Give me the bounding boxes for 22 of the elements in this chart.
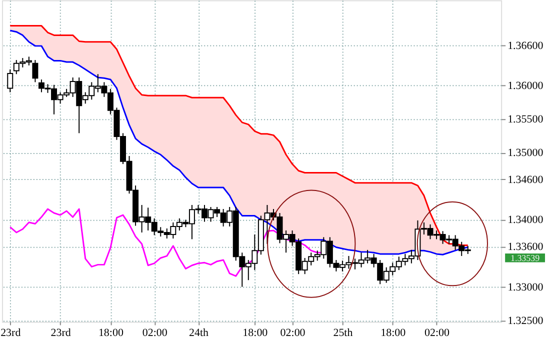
y-tick-label: 1.34000 xyxy=(508,214,544,226)
y-tick-label: 1.36600 xyxy=(508,40,544,52)
candlestick xyxy=(7,68,14,93)
y-tick-label: 1.35500 xyxy=(508,114,544,126)
text: 1.33539 xyxy=(510,252,540,263)
x-tick-label: 23rd xyxy=(50,327,72,340)
y-tick-label: 1.32500 xyxy=(508,314,544,327)
x-tick-label: 02:00 xyxy=(424,327,450,340)
x-tick-label: 23rd xyxy=(0,327,22,340)
x-tick-label: 18:00 xyxy=(242,327,268,340)
y-tick-label: 1.33600 xyxy=(508,241,544,254)
y-tick-label: 1.36000 xyxy=(508,80,544,92)
x-tick-label: 18:00 xyxy=(380,327,406,340)
x-tick-label: 18:00 xyxy=(98,327,124,340)
candlestick xyxy=(32,60,38,83)
x-tick-label: 02:00 xyxy=(280,327,306,340)
y-tick-label: 1.33000 xyxy=(508,281,544,294)
x-tick-label: 25th xyxy=(333,327,354,340)
y-tick-label: 1.35000 xyxy=(508,147,544,160)
y-tick-label: 1.34600 xyxy=(508,174,544,186)
x-tick-label: 24th xyxy=(188,327,209,340)
x-tick-label: 02:00 xyxy=(142,327,168,340)
